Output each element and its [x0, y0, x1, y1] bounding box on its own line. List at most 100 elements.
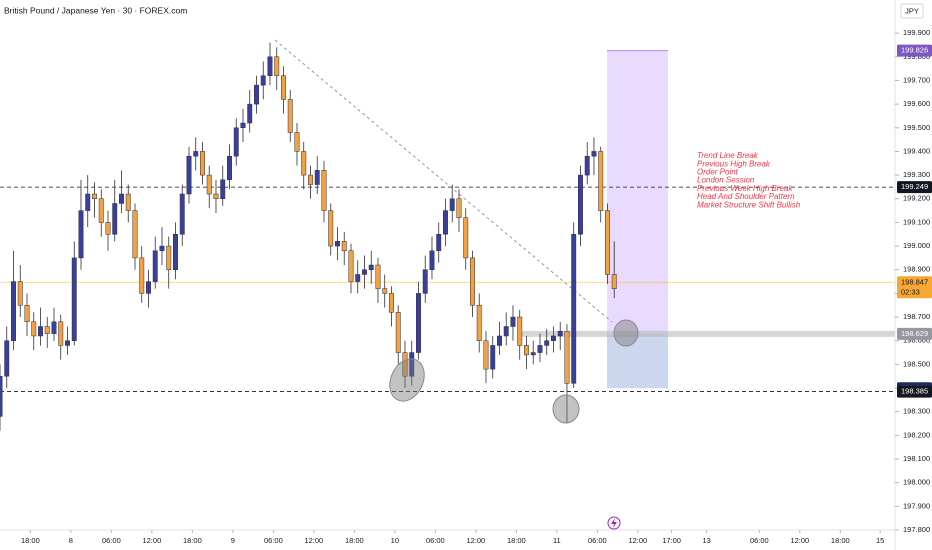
annotation: Previous High Break	[697, 159, 771, 168]
y-tick-label: 199.300	[903, 170, 930, 179]
level-label: 199.249	[901, 182, 928, 191]
y-tick-label: 198.700	[903, 312, 930, 321]
candle-body	[308, 174, 313, 185]
candle-body	[456, 198, 462, 218]
currency-box[interactable]	[900, 3, 924, 19]
candle-body	[31, 321, 37, 337]
candle-body	[274, 56, 280, 76]
layer	[0, 50, 895, 392]
candle-body	[382, 288, 388, 294]
candle-body	[78, 210, 84, 259]
candle-body	[301, 151, 307, 176]
candle-body	[591, 151, 597, 157]
y-tick-label: 198.600	[903, 336, 930, 345]
level-label: 199.826	[901, 46, 928, 55]
x-tick-label: 18:00	[345, 536, 364, 545]
y-tick-label: 199.500	[903, 123, 930, 132]
candle-body	[200, 151, 205, 176]
candle-body	[443, 210, 448, 235]
highlight-ellipse	[389, 358, 425, 402]
level-label-bg	[897, 181, 932, 194]
candle-body	[65, 340, 70, 346]
candles	[0, 42, 617, 431]
x-tick-label: 06:00	[102, 536, 121, 545]
candle-body	[490, 345, 496, 370]
x-tick-label: 12:00	[790, 536, 809, 545]
y-tick-label: 198.900	[903, 265, 930, 274]
x-tick-label: 18:00	[507, 536, 526, 545]
axis: 197.800 197.900 198.000 198.100 198.200 198.3…	[21, 28, 932, 545]
candle-body	[355, 274, 361, 282]
candle-body	[186, 155, 192, 195]
x-tick-label: 12:00	[466, 536, 485, 545]
x-tick-label: 12:00	[142, 536, 161, 545]
candle-body	[436, 233, 442, 252]
level-label-bg	[897, 327, 932, 340]
candle-body	[368, 264, 374, 270]
candle-body	[537, 345, 543, 353]
candle-body	[17, 281, 23, 306]
candle-body	[85, 193, 91, 211]
x-tick-label: 8	[69, 536, 73, 545]
candle-body	[584, 155, 590, 176]
annotation: Order Point	[697, 168, 739, 177]
candle-body	[524, 345, 529, 356]
candle-body	[321, 170, 327, 211]
x-tick-label: 17:00	[662, 536, 681, 545]
x-tick-label: 18:00	[183, 536, 202, 545]
candle-body	[402, 352, 408, 377]
candle-body	[510, 316, 516, 327]
y-tick-label: 199.200	[903, 194, 930, 203]
candle-body	[503, 326, 509, 337]
y-tick-label: 199.100	[903, 217, 930, 226]
candle-body	[220, 179, 226, 199]
candle-body	[544, 340, 550, 346]
candle-body	[409, 352, 415, 377]
y-tick-label: 199.600	[903, 99, 930, 108]
x-tick-label: 10	[391, 536, 399, 545]
y-tick-label: 197.800	[903, 525, 930, 534]
x-tick-label: 9	[231, 536, 235, 545]
current-price-bg	[897, 276, 932, 299]
candle-body	[497, 335, 502, 346]
candle-body	[476, 304, 482, 341]
candle-body	[152, 250, 158, 282]
trend-line	[274, 39, 613, 323]
candle-body	[470, 257, 475, 306]
candle-body	[551, 335, 556, 341]
y-tick-label: 198.300	[903, 407, 930, 416]
x-tick-label: 12:00	[628, 536, 647, 545]
level-label-bg	[897, 385, 932, 398]
candle-body	[605, 210, 610, 275]
candle-body	[335, 241, 340, 247]
candle-body	[11, 281, 16, 341]
candle-body	[38, 326, 43, 337]
candle-body	[206, 174, 212, 195]
annotation: Head And Shoulder Pattern	[697, 192, 795, 201]
y-tick-label: 199.000	[903, 241, 930, 250]
annotation: Market Structure Shift Bullish	[697, 200, 801, 209]
candle-body	[530, 352, 536, 356]
candle-body	[598, 151, 604, 211]
x-tick-label: 18:00	[831, 536, 850, 545]
currency: JPY	[905, 6, 919, 15]
candle-body	[422, 269, 428, 294]
chart-title: British Pound / Japanese Yen · 30 · FORE…	[4, 5, 187, 15]
y-tick-label: 198.200	[903, 430, 930, 439]
candle-body	[119, 193, 124, 204]
candle-body	[389, 293, 394, 313]
x-tick-label: 15	[876, 536, 884, 545]
candle-body	[173, 233, 178, 270]
candle-body	[193, 151, 199, 157]
highlight-ellipse	[613, 319, 639, 347]
candle-body	[125, 193, 131, 211]
candle-body	[564, 331, 570, 384]
candle-body	[362, 269, 367, 275]
candle-body	[71, 257, 77, 341]
candle-body	[4, 340, 10, 377]
y-tick-label: 199.900	[903, 28, 930, 37]
candle-body	[98, 198, 104, 223]
annotation: Trend Line Break	[697, 151, 759, 160]
candle-body	[314, 170, 320, 185]
